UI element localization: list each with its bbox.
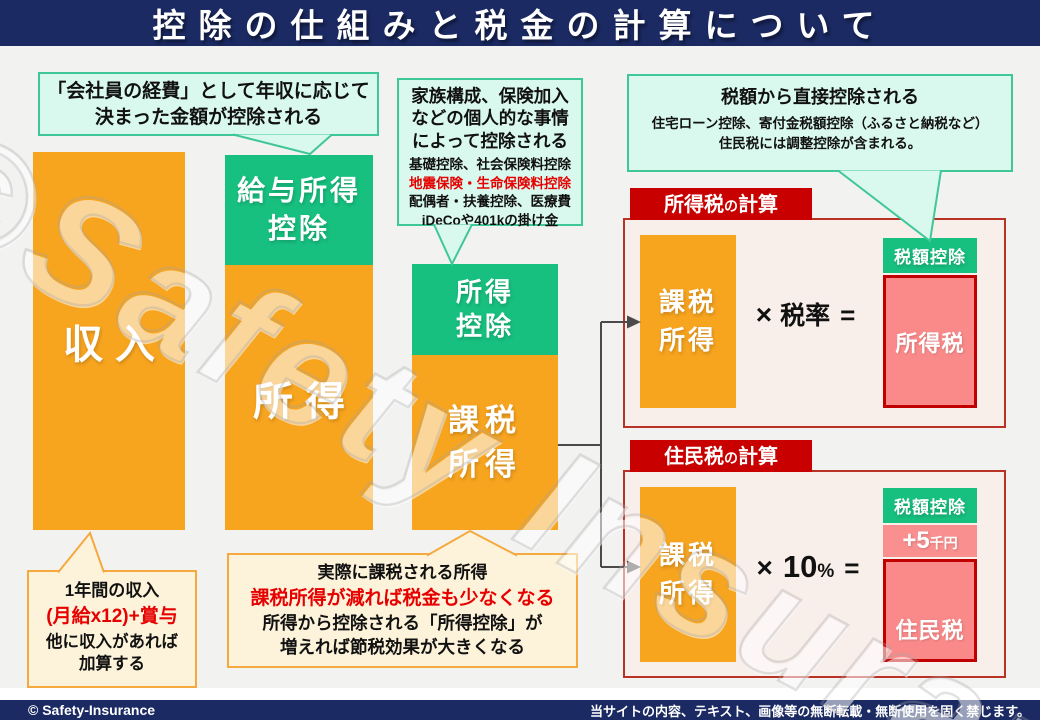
callout-text: 他に収入があれば (46, 633, 178, 652)
label-text: の (724, 450, 738, 466)
income-tax-result-box: 所得税 (883, 275, 977, 408)
credit-label: 税額控除 (894, 248, 966, 267)
callout-tail-taxable (426, 529, 518, 557)
taxable-label: 所得 (658, 577, 717, 608)
resident-tax-plus-box: +5 千円 (883, 525, 977, 557)
callout-text: 「会社員の経費」として年収に応じて (47, 81, 370, 103)
multiply-sign: × (755, 299, 773, 330)
callout-text: 所得から控除される「所得控除」が (262, 613, 543, 634)
result-label: 住民税 (895, 618, 965, 643)
callout-text: などの個人的な事情 (411, 108, 569, 129)
equals-sign: = (844, 553, 860, 583)
callout-tail-annual (57, 530, 105, 574)
footer-copyright: © Safety-Insurance (28, 702, 156, 718)
callout-detail: 住宅ローン控除、寄付金税額控除（ふるさと納税など） (651, 116, 989, 132)
taxable-income-label: 課税 (448, 403, 522, 439)
shotoku-bar: 所得 (225, 265, 373, 530)
salary-deduction-box: 給与所得 控除 (225, 155, 373, 265)
resident-tax-formula: × 10 % = (738, 549, 878, 607)
callout-taxable-note: 実際に課税される所得 課税所得が減れば税金も少なくなる 所得から控除される「所得… (227, 553, 578, 668)
income-tax-label: 所得税の計算 (630, 188, 812, 220)
footer-divider (0, 688, 1040, 700)
flow-connector-lines (558, 321, 628, 568)
callout-text: 実際に課税される所得 (317, 563, 488, 582)
income-deduction-label: 控除 (455, 310, 514, 341)
plus-unit: 千円 (929, 535, 958, 551)
header-bar: 控除の仕組みと税金の計算について (0, 0, 1040, 46)
callout-salary-deduction: 「会社員の経費」として年収に応じて 決まった金額が控除される (38, 72, 379, 136)
taxable-label: 課税 (658, 286, 717, 317)
callout-text: 1年間の収入 (64, 581, 160, 600)
rate-text: 税率 (780, 302, 831, 330)
resident-tax-credit-box: 税額控除 (883, 488, 977, 523)
income-bar: 収入 (33, 152, 185, 530)
footer-notice: 当サイトの内容、テキスト、画像等の無断転載・無断使用を固く禁じます。 (589, 703, 1030, 719)
callout-tail-salary (232, 133, 333, 156)
income-bar-label: 収入 (63, 323, 167, 367)
taxable-income-bar: 課税 所得 (412, 355, 558, 530)
taxable-income-label: 所得 (448, 446, 522, 482)
callout-text: 家族構成、保険加入 (411, 86, 569, 106)
income-tax-credit-box: 税額控除 (883, 238, 977, 273)
callout-detail: 基礎控除、社会保険料控除 (409, 157, 571, 173)
income-tax-taxable-box: 課税 所得 (640, 235, 736, 408)
credit-label: 税額控除 (894, 498, 966, 517)
callout-tax-credit: 税額から直接控除される 住宅ローン控除、寄付金税額控除（ふるさと納税など） 住民… (627, 74, 1013, 172)
callout-text-red: (月給x12)+賞与 (46, 606, 178, 628)
equals-sign: = (840, 300, 856, 330)
resident-tax-result-box: 住民税 (883, 559, 977, 662)
callout-income-deduction: 家族構成、保険加入 などの個人的な事情 によって控除される 基礎控除、社会保険料… (397, 78, 583, 228)
label-text: の (724, 198, 738, 214)
label-text: 住民税 (664, 446, 724, 468)
label-text: 所得税 (664, 194, 724, 216)
income-deduction-label: 所得 (455, 276, 514, 307)
callout-detail: 配偶者・扶養控除、医療費 (409, 194, 571, 210)
page-title: 控除の仕組みと税金の計算について (152, 7, 888, 44)
callout-detail-red: 地震保険・生命保険料控除 (409, 175, 571, 191)
taxable-label: 課税 (658, 539, 717, 570)
resident-tax-label: 住民税の計算 (630, 440, 812, 472)
callout-annual-income: 1年間の収入 (月給x12)+賞与 他に収入があれば 加算する (27, 570, 197, 688)
salary-deduction-label: 控除 (267, 213, 330, 244)
callout-text: 決まった金額が控除される (94, 106, 323, 128)
result-label: 所得税 (895, 330, 965, 356)
taxable-label: 所得 (658, 324, 717, 355)
callout-title: 税額から直接控除される (721, 87, 919, 107)
income-deduction-box: 所得 控除 (412, 264, 558, 355)
label-text: 計算 (738, 194, 778, 216)
callout-text: によって控除される (411, 130, 569, 151)
income-tax-formula: × 税率 = (738, 296, 873, 354)
callout-text: 加算する (79, 654, 145, 673)
salary-deduction-label: 給与所得 (236, 175, 361, 207)
label-text: 計算 (738, 446, 778, 468)
resident-tax-taxable-box: 課税 所得 (640, 487, 736, 662)
callout-text: 増えれば節税効果が大きくなる (280, 637, 525, 658)
footer-bar: © Safety-Insurance 当サイトの内容、テキスト、画像等の無断転載… (0, 700, 1040, 720)
multiply-sign: × (756, 552, 773, 583)
percent-sign: % (817, 561, 835, 582)
callout-detail: iDeCoや401kの掛け金 (421, 213, 559, 229)
callout-text-red: 課税所得が減れば税金も少なくなる (250, 587, 555, 609)
callout-detail: 住民税には調整控除が含まれる。 (718, 135, 922, 151)
shotoku-bar-label: 所得 (253, 379, 357, 424)
rate-number: 10 (782, 549, 818, 584)
plus-amount: +5 (902, 527, 930, 554)
